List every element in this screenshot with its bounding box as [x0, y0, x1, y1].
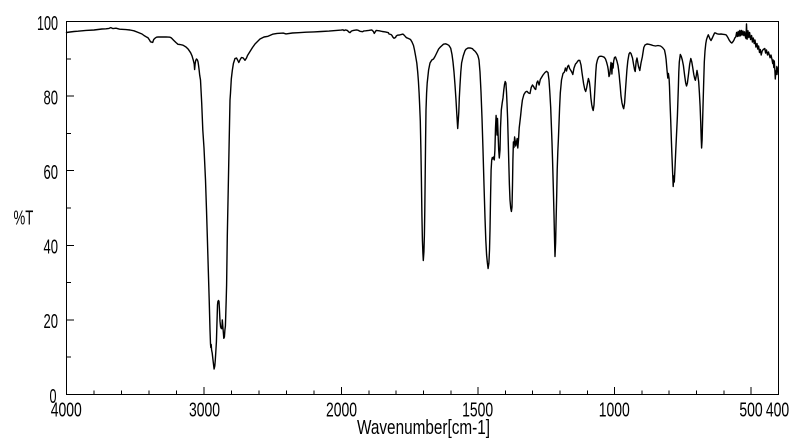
- svg-text:1500: 1500: [462, 399, 493, 421]
- svg-text:400: 400: [766, 399, 789, 421]
- svg-text:40: 40: [44, 237, 59, 259]
- svg-text:60: 60: [44, 162, 59, 184]
- svg-text:2000: 2000: [326, 399, 357, 421]
- svg-text:20: 20: [44, 311, 59, 333]
- svg-text:1000: 1000: [599, 399, 630, 421]
- svg-text:4000: 4000: [51, 399, 82, 421]
- svg-text:100: 100: [37, 13, 58, 35]
- svg-text:0: 0: [50, 386, 57, 408]
- svg-text:Wavenumber[cm-1]: Wavenumber[cm-1]: [357, 417, 490, 439]
- svg-text:3000: 3000: [189, 399, 220, 421]
- svg-text:80: 80: [44, 87, 59, 109]
- svg-text:%T: %T: [14, 207, 34, 229]
- svg-text:500: 500: [739, 399, 762, 421]
